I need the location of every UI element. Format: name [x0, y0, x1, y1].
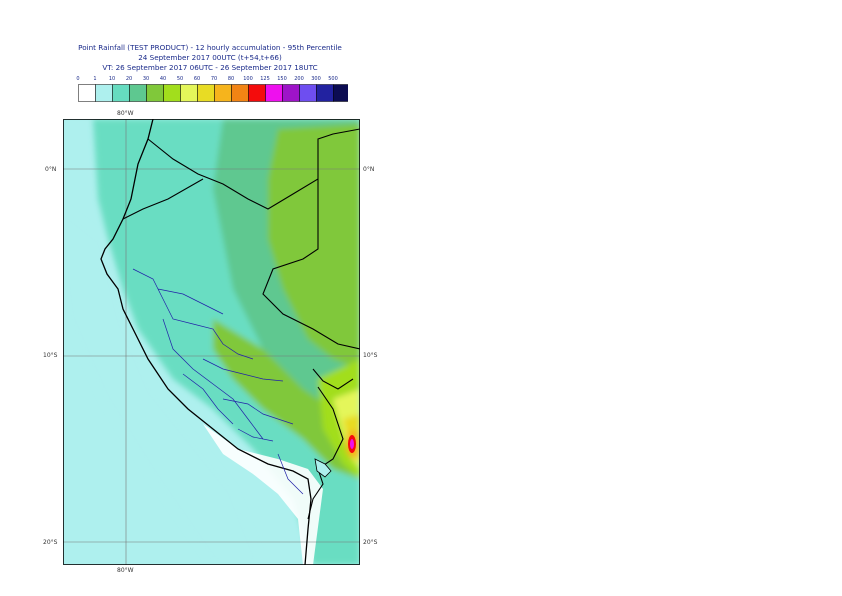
colorbar-swatch-9	[231, 84, 249, 102]
colorbar-swatch-1	[95, 84, 113, 102]
colorbar-swatch-10	[248, 84, 266, 102]
colorbar-label: 60	[193, 76, 201, 82]
dry-area-south	[203, 424, 323, 565]
colorbar-swatch-11	[265, 84, 283, 102]
map-title-line-3: VT: 26 September 2017 06UTC - 26 Septemb…	[102, 63, 318, 72]
colorbar-swatch-0	[78, 84, 96, 102]
colorbar-label: 1	[93, 76, 97, 82]
colorbar-labels: 0 1 10 20 30 40 50 60 70 80 100 125 150 200 300 500	[0, 75, 420, 84]
colorbar-label: 150	[277, 76, 287, 82]
colorbar-label: 30	[142, 76, 150, 82]
lat-label-left-10s: 10°S	[43, 352, 58, 359]
map-svg	[63, 119, 360, 565]
lat-label-right-10s: 10°S	[363, 352, 378, 359]
lon-label-top: 80°W	[117, 110, 134, 117]
lat-label-right-0: 0°N	[363, 166, 375, 173]
colorbar-swatch-12	[282, 84, 300, 102]
map-frame	[63, 119, 360, 565]
regional-boundaries	[132, 268, 304, 495]
colorbar-label: 50	[176, 76, 184, 82]
colorbar-swatch-3	[129, 84, 147, 102]
lat-label-right-20s: 20°S	[363, 539, 378, 546]
colorbar-label: 500	[328, 76, 338, 82]
colorbar-swatch-6	[180, 84, 198, 102]
colorbar-swatch-13	[299, 84, 317, 102]
colorbar-label: 300	[311, 76, 321, 82]
colorbar	[78, 84, 348, 102]
coastline	[100, 119, 312, 565]
rainfall-hotspot	[348, 435, 356, 453]
colorbar-swatch-2	[112, 84, 130, 102]
colorbar-swatch-4	[146, 84, 164, 102]
colorbar-swatch-15	[333, 84, 348, 102]
colorbar-swatch-5	[163, 84, 181, 102]
lat-label-left-20s: 20°S	[43, 539, 58, 546]
colorbar-label: 100	[243, 76, 253, 82]
country-borders	[122, 128, 360, 520]
colorbar-swatch-7	[197, 84, 215, 102]
colorbar-label: 125	[260, 76, 270, 82]
colorbar-label: 10	[108, 76, 116, 82]
colorbar-label: 40	[159, 76, 167, 82]
colorbar-label: 80	[227, 76, 235, 82]
colorbar-label: 200	[294, 76, 304, 82]
lon-label-bottom: 80°W	[117, 567, 134, 574]
colorbar-swatch-8	[214, 84, 232, 102]
colorbar-label: 20	[125, 76, 133, 82]
map-panel	[63, 119, 360, 565]
colorbar-label: 70	[210, 76, 218, 82]
colorbar-label: 0	[76, 76, 80, 82]
map-title-line-1: Point Rainfall (TEST PRODUCT) - 12 hourl…	[78, 43, 342, 52]
colorbar-swatch-14	[316, 84, 334, 102]
map-title-line-2: 24 September 2017 00UTC (t+54,t+66)	[138, 53, 282, 62]
lake	[314, 458, 332, 478]
graticule	[63, 119, 360, 565]
lat-label-left-0: 0°N	[45, 166, 57, 173]
